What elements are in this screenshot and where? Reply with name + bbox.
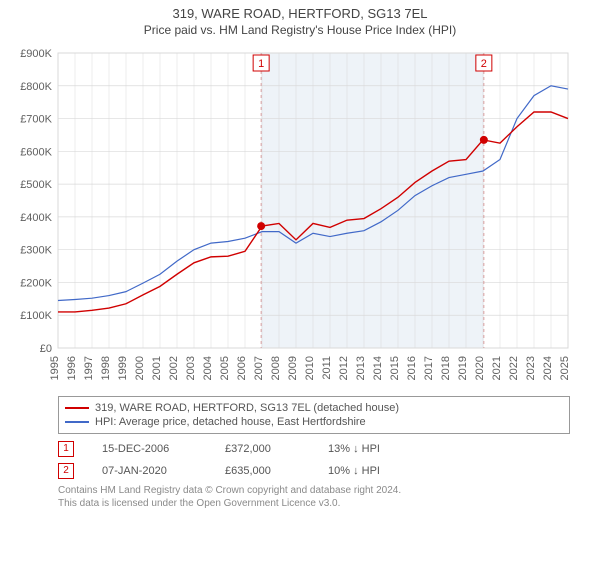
svg-text:2003: 2003: [185, 356, 197, 380]
footer-line: This data is licensed under the Open Gov…: [58, 497, 570, 510]
footer-attribution: Contains HM Land Registry data © Crown c…: [58, 484, 570, 510]
svg-text:2012: 2012: [338, 356, 350, 380]
svg-text:1996: 1996: [66, 356, 78, 380]
tx-diff: 10% ↓ HPI: [328, 465, 418, 477]
svg-text:2023: 2023: [525, 356, 537, 380]
svg-text:£400K: £400K: [20, 212, 52, 224]
svg-text:2024: 2024: [542, 356, 554, 380]
svg-text:£100K: £100K: [20, 310, 52, 322]
legend: 319, WARE ROAD, HERTFORD, SG13 7EL (deta…: [58, 396, 570, 434]
svg-text:£500K: £500K: [20, 179, 52, 191]
tx-price: £372,000: [225, 443, 300, 455]
svg-text:2: 2: [481, 58, 487, 70]
page-subtitle: Price paid vs. HM Land Registry's House …: [0, 23, 600, 37]
svg-text:1997: 1997: [83, 356, 95, 380]
svg-text:2017: 2017: [423, 356, 435, 380]
svg-text:£300K: £300K: [20, 245, 52, 257]
table-row: 1 15-DEC-2006 £372,000 13% ↓ HPI: [58, 438, 570, 460]
svg-text:2018: 2018: [440, 356, 452, 380]
footer-line: Contains HM Land Registry data © Crown c…: [58, 484, 570, 497]
svg-text:2013: 2013: [355, 356, 367, 380]
tx-marker-icon: 1: [58, 441, 74, 457]
tx-price: £635,000: [225, 465, 300, 477]
svg-text:1998: 1998: [100, 356, 112, 380]
legend-item-property: 319, WARE ROAD, HERTFORD, SG13 7EL (deta…: [65, 401, 563, 415]
svg-text:2002: 2002: [168, 356, 180, 380]
legend-item-hpi: HPI: Average price, detached house, East…: [65, 415, 563, 429]
svg-text:2015: 2015: [389, 356, 401, 380]
svg-text:2004: 2004: [202, 356, 214, 380]
svg-text:1995: 1995: [49, 356, 61, 380]
svg-text:2007: 2007: [253, 356, 265, 380]
transactions-table: 1 15-DEC-2006 £372,000 13% ↓ HPI 2 07-JA…: [58, 438, 570, 482]
legend-swatch: [65, 421, 89, 423]
svg-text:£900K: £900K: [20, 48, 52, 60]
svg-text:2005: 2005: [219, 356, 231, 380]
svg-text:1: 1: [258, 58, 264, 70]
svg-text:2014: 2014: [372, 356, 384, 380]
svg-text:2022: 2022: [508, 356, 520, 380]
svg-text:2019: 2019: [457, 356, 469, 380]
svg-text:1999: 1999: [117, 356, 129, 380]
legend-label: HPI: Average price, detached house, East…: [95, 416, 366, 428]
table-row: 2 07-JAN-2020 £635,000 10% ↓ HPI: [58, 460, 570, 482]
tx-marker-icon: 2: [58, 463, 74, 479]
price-chart: £0 £100K £200K £300K £400K £500K £600K £700K £80…: [0, 45, 600, 390]
svg-text:2009: 2009: [287, 356, 299, 380]
svg-text:2010: 2010: [304, 356, 316, 380]
tx-diff: 13% ↓ HPI: [328, 443, 418, 455]
tx-date: 07-JAN-2020: [102, 465, 197, 477]
svg-text:2020: 2020: [474, 356, 486, 380]
legend-label: 319, WARE ROAD, HERTFORD, SG13 7EL (deta…: [95, 402, 399, 414]
page-title: 319, WARE ROAD, HERTFORD, SG13 7EL: [0, 6, 600, 21]
svg-text:2021: 2021: [491, 356, 503, 380]
svg-text:£0: £0: [40, 343, 52, 355]
svg-text:2011: 2011: [321, 356, 333, 380]
svg-text:2008: 2008: [270, 356, 282, 380]
legend-swatch: [65, 407, 89, 409]
svg-text:£600K: £600K: [20, 146, 52, 158]
svg-text:2001: 2001: [151, 356, 163, 380]
svg-text:2000: 2000: [134, 356, 146, 380]
svg-text:£200K: £200K: [20, 277, 52, 289]
svg-text:2025: 2025: [559, 356, 571, 380]
svg-text:£800K: £800K: [20, 81, 52, 93]
svg-text:2016: 2016: [406, 356, 418, 380]
svg-text:£700K: £700K: [20, 114, 52, 126]
svg-text:2006: 2006: [236, 356, 248, 380]
tx-date: 15-DEC-2006: [102, 443, 197, 455]
